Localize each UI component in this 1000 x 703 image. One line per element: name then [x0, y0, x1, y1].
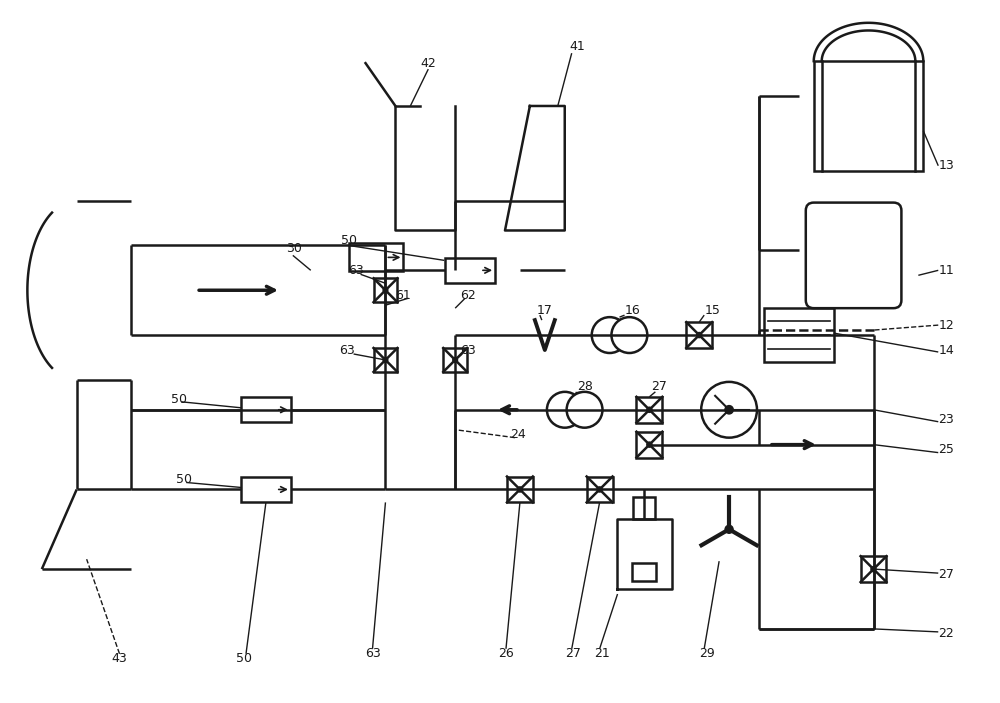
Bar	[814, 61, 923, 171]
Circle shape	[611, 317, 647, 353]
Text: 29: 29	[699, 647, 715, 660]
Circle shape	[592, 317, 628, 353]
Text: 63: 63	[349, 264, 364, 277]
Text: 27: 27	[565, 647, 581, 660]
Text: 26: 26	[498, 647, 514, 660]
Bar	[374, 348, 397, 372]
Circle shape	[697, 333, 702, 337]
Text: 12: 12	[938, 318, 954, 332]
Text: 24: 24	[510, 428, 526, 441]
Bar	[636, 432, 662, 458]
Text: 63: 63	[460, 344, 476, 356]
Text: 14: 14	[938, 344, 954, 356]
Circle shape	[871, 567, 876, 572]
Text: 27: 27	[938, 567, 954, 581]
Text: 13: 13	[938, 160, 954, 172]
Text: 50: 50	[171, 393, 187, 406]
Circle shape	[725, 406, 733, 414]
Text: 17: 17	[537, 304, 553, 316]
Circle shape	[647, 407, 652, 413]
Text: 21: 21	[595, 647, 610, 660]
Bar	[349, 243, 403, 271]
Bar	[507, 477, 533, 503]
Text: 15: 15	[704, 304, 720, 316]
Circle shape	[383, 288, 388, 292]
Text: 16: 16	[625, 304, 640, 316]
Circle shape	[547, 392, 583, 427]
Circle shape	[383, 358, 388, 362]
Text: 61: 61	[395, 289, 411, 302]
Bar	[764, 308, 834, 363]
Text: 11: 11	[938, 264, 954, 277]
Text: 43: 43	[112, 652, 127, 665]
Text: 30: 30	[286, 242, 302, 255]
Text: 27: 27	[651, 380, 667, 394]
Text: 22: 22	[938, 627, 954, 640]
Circle shape	[567, 392, 602, 427]
Circle shape	[701, 382, 757, 438]
Circle shape	[647, 442, 652, 447]
Text: 50: 50	[176, 473, 192, 486]
Text: 42: 42	[420, 57, 436, 70]
Bar	[686, 322, 712, 348]
Bar	[445, 258, 495, 283]
Circle shape	[725, 525, 733, 534]
Bar	[632, 563, 656, 581]
Circle shape	[453, 358, 458, 362]
Text: 41: 41	[570, 39, 585, 53]
Text: 50: 50	[341, 234, 357, 247]
Text: 63: 63	[339, 344, 354, 356]
Bar	[861, 556, 886, 582]
Bar	[636, 396, 662, 423]
FancyBboxPatch shape	[806, 202, 901, 308]
Text: 62: 62	[460, 289, 476, 302]
Bar	[241, 397, 291, 423]
Text: 23: 23	[938, 413, 954, 426]
Bar	[443, 348, 467, 372]
Text: 28: 28	[577, 380, 593, 394]
Text: 25: 25	[938, 443, 954, 456]
Bar	[633, 498, 655, 520]
Circle shape	[597, 487, 602, 492]
Circle shape	[517, 487, 523, 492]
Text: 63: 63	[366, 647, 381, 660]
Text: 50: 50	[236, 652, 252, 665]
Bar	[241, 477, 291, 502]
Bar	[374, 278, 397, 302]
Bar	[587, 477, 613, 503]
